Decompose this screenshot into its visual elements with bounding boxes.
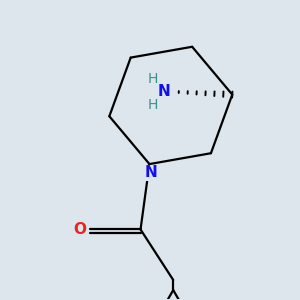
Text: H: H <box>148 98 158 112</box>
Text: H: H <box>148 71 158 85</box>
Text: N: N <box>144 166 157 181</box>
Text: N: N <box>158 84 170 99</box>
Text: O: O <box>73 222 86 237</box>
